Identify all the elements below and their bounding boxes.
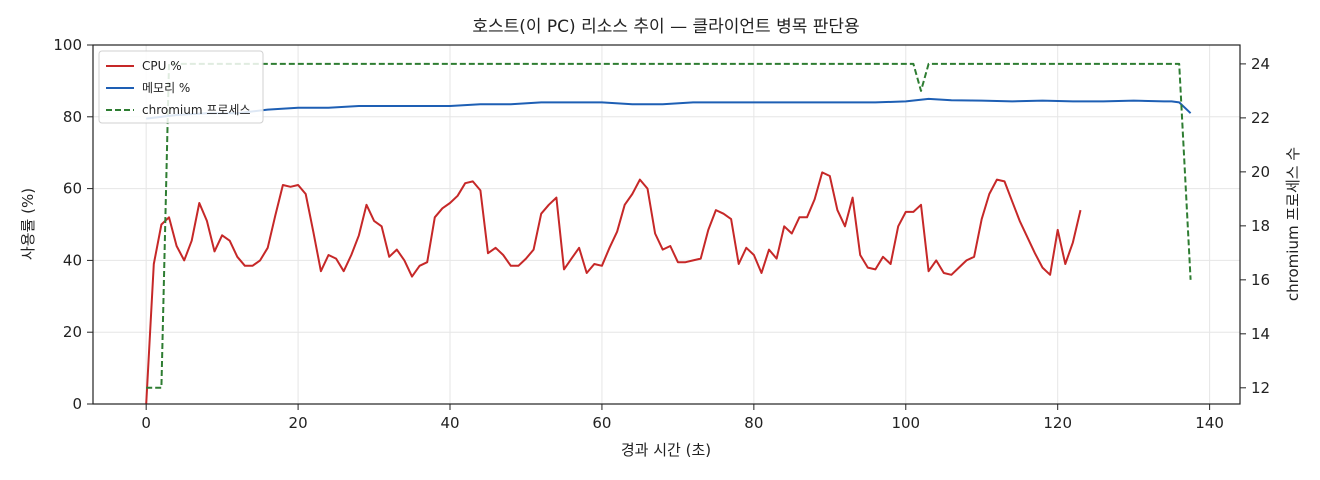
y-tick-label: 100 — [53, 36, 82, 54]
plot-area — [145, 62, 1192, 405]
y-axis-left: 0 20 40 60 80 100 — [53, 36, 93, 413]
x-tick-label: 60 — [592, 414, 611, 432]
legend: CPU % 메모리 % chromium 프로세스 — [98, 50, 264, 124]
y-axis-label: 사용률 (%) — [19, 188, 37, 260]
y2-axis-label: chromium 프로세스 수 — [1284, 147, 1302, 301]
x-tick-label: 140 — [1195, 414, 1224, 432]
x-tick-label: 40 — [440, 414, 459, 432]
y2-tick-label: 12 — [1251, 379, 1270, 397]
y-axis-right: 12 14 16 18 20 22 24 — [1240, 55, 1270, 397]
y2-tick-label: 16 — [1251, 271, 1270, 289]
x-tick-label: 120 — [1043, 414, 1072, 432]
x-tick-label: 80 — [744, 414, 763, 432]
y2-tick-label: 24 — [1251, 55, 1270, 73]
series-line-cpu — [145, 171, 1082, 405]
plot-frame — [92, 44, 1241, 405]
y2-tick-label: 18 — [1251, 217, 1270, 235]
x-axis: 0 20 40 60 80 100 120 140 — [141, 404, 1224, 432]
series-layer — [145, 62, 1192, 405]
y-tick-label: 20 — [63, 323, 82, 341]
chart-title: 호스트(이 PC) 리소스 추이 — 클라이언트 병목 판단용 — [472, 17, 859, 37]
x-tick-label: 0 — [141, 414, 151, 432]
series-line-memory — [146, 97, 1192, 120]
y-tick-label: 80 — [63, 108, 82, 126]
y2-tick-label: 22 — [1251, 109, 1270, 127]
y-tick-label: 0 — [72, 395, 82, 413]
legend-label-chromium: chromium 프로세스 — [142, 103, 251, 117]
y2-tick-label: 20 — [1251, 163, 1270, 181]
legend-label-memory: 메모리 % — [142, 81, 190, 95]
x-axis-label: 경과 시간 (초) — [621, 441, 711, 459]
y-tick-label: 40 — [63, 251, 82, 269]
y-tick-label: 60 — [63, 180, 82, 198]
legend-box — [98, 50, 264, 124]
x-tick-label: 20 — [289, 414, 308, 432]
legend-label-cpu: CPU % — [142, 59, 182, 73]
x-tick-label: 100 — [891, 414, 920, 432]
y2-tick-label: 14 — [1251, 325, 1270, 343]
